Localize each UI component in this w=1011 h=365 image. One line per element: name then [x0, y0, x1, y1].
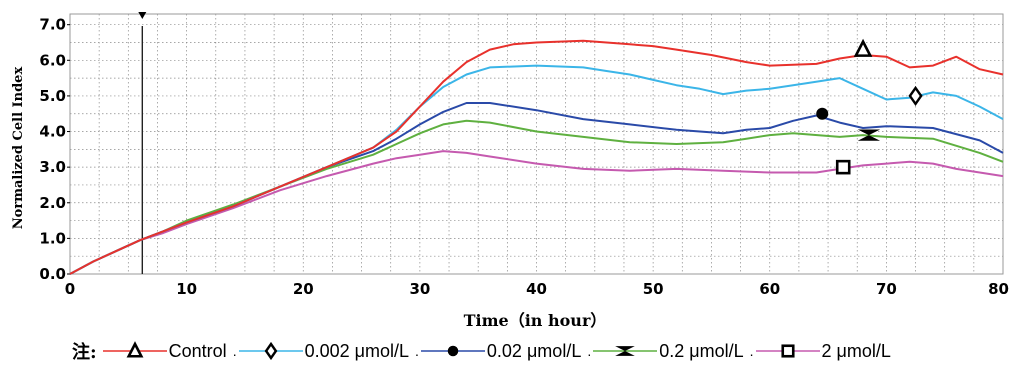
- series-marker-triangle: [853, 38, 873, 57]
- cell-index-chart: 0.0 1.0 2.0 3.0 4.0 5.0 6.0 7.0 0 10 20 30 40 50 60 70 8…: [11, 12, 1009, 330]
- legend-note: 注:: [72, 342, 97, 363]
- legend-item: 0.002 μmol/L: [238, 340, 410, 362]
- y-axis-title: Normalized Cell Index: [11, 67, 26, 230]
- legend-swatch: [238, 341, 303, 361]
- series-marker-circle: [816, 107, 829, 120]
- legend-swatch: [102, 341, 167, 358]
- x-tick-label: 20: [293, 280, 314, 298]
- x-tick-label: 30: [409, 280, 430, 298]
- legend-symbol-diamond: [264, 341, 277, 361]
- x-tick-label: 80: [988, 280, 1009, 298]
- legend-item: 0.02 μmol/L: [420, 340, 582, 362]
- legend-item: Control: [102, 340, 227, 362]
- series-line: [69, 102, 1004, 275]
- y-tick-label: 6.0: [39, 51, 66, 69]
- legend-symbol-bowtie: [615, 346, 636, 356]
- legend-separator: .: [749, 343, 754, 359]
- series-lines: [69, 39, 1004, 275]
- x-tick-label: 40: [526, 280, 547, 298]
- y-tick-label: 3.0: [39, 158, 66, 176]
- legend-label: 2 μmol/L: [821, 340, 891, 361]
- legend-separator: .: [415, 343, 419, 359]
- y-tick-label: 4.0: [39, 123, 66, 141]
- x-tick-label: 10: [176, 280, 197, 298]
- legend-symbol-circle: [447, 345, 459, 357]
- x-tick-label: 0: [65, 280, 75, 298]
- y-tick-label: 2.0: [39, 194, 66, 212]
- x-tick-label: 60: [759, 280, 780, 298]
- legend-swatch: [755, 344, 820, 358]
- y-tick-label: 1.0: [39, 229, 66, 247]
- plot-area: [69, 13, 1004, 275]
- y-tick-label: 0.0: [39, 265, 66, 283]
- series-marker-square: [835, 159, 851, 175]
- legend-item: 0.2 μmol/L: [593, 340, 744, 362]
- legend: 注: Control. 0.002 μmol/L. 0.02 μmol/L. 0.2 …: [72, 338, 895, 364]
- legend-label: 0.02 μmol/L: [486, 340, 582, 361]
- legend-symbol-triangle: [126, 341, 144, 358]
- legend-item: 2 μmol/L: [755, 340, 891, 362]
- grid: [69, 14, 1004, 275]
- legend-separator: .: [232, 343, 237, 359]
- x-tick-label: 70: [876, 280, 897, 298]
- legend-label: 0.002 μmol/L: [304, 340, 410, 361]
- series-marker-diamond: [908, 85, 923, 107]
- x-tick-label: 50: [643, 280, 664, 298]
- legend-separator: .: [587, 343, 592, 359]
- y-tick-label: 7.0: [39, 16, 66, 34]
- axes: 0.0 1.0 2.0 3.0 4.0 5.0 6.0 7.0 0 10 20 30 40 50 60 70 8…: [39, 12, 1009, 298]
- series-marker-bowtie: [857, 129, 881, 141]
- legend-swatch: [420, 345, 485, 357]
- x-axis-title: Time（in hour）: [464, 311, 607, 330]
- legend-label: Control: [168, 340, 227, 361]
- legend-swatch: [593, 346, 658, 356]
- legend-label: 0.2 μmol/L: [659, 340, 744, 361]
- series-line: [69, 119, 1004, 275]
- series-markers: [816, 38, 923, 175]
- legend-symbol-square: [780, 344, 795, 358]
- series-line: [69, 150, 1004, 275]
- series-line: [69, 39, 1004, 275]
- time-marker-arrow: [138, 12, 147, 19]
- y-tick-label: 5.0: [39, 87, 66, 105]
